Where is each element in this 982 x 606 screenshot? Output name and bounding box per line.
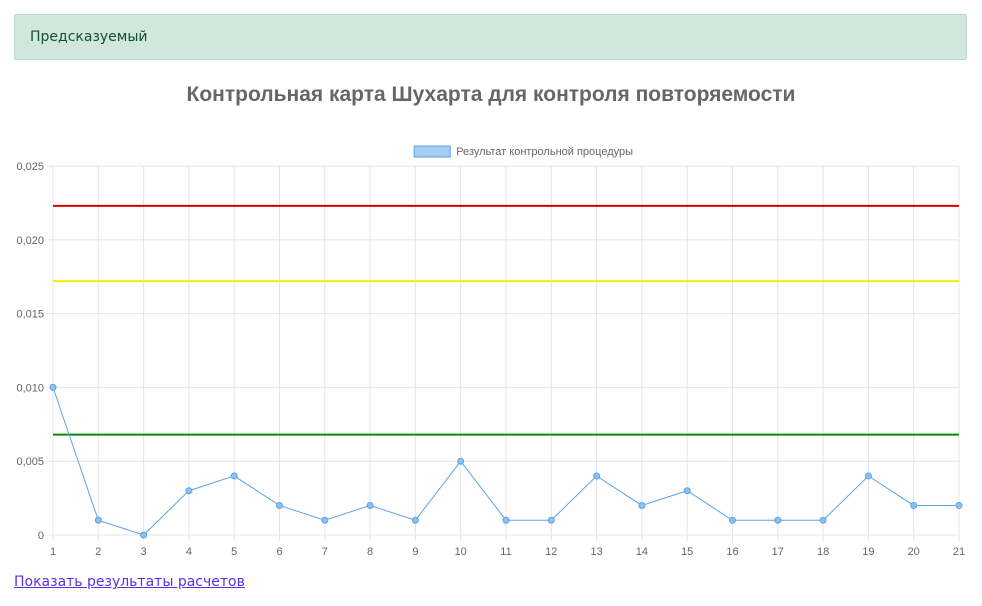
y-tick-label: 0,025 bbox=[16, 161, 44, 173]
x-tick-label: 4 bbox=[186, 546, 192, 558]
data-point bbox=[94, 516, 102, 524]
data-point bbox=[774, 516, 782, 524]
show-results-link[interactable]: Показать результаты расчетов bbox=[14, 574, 245, 590]
x-tick-label: 16 bbox=[726, 546, 738, 558]
y-tick-label: 0,020 bbox=[16, 235, 44, 247]
y-tick-label: 0,015 bbox=[16, 309, 44, 321]
x-tick-label: 2 bbox=[95, 546, 101, 558]
x-tick-label: 20 bbox=[908, 546, 920, 558]
x-tick-label: 3 bbox=[141, 546, 147, 558]
data-point bbox=[638, 501, 646, 509]
data-point bbox=[49, 383, 57, 391]
x-tick-label: 21 bbox=[953, 546, 965, 558]
x-tick-label: 12 bbox=[545, 546, 557, 558]
data-point bbox=[547, 516, 555, 524]
status-alert: Предсказуемый bbox=[14, 14, 967, 60]
data-point bbox=[593, 472, 601, 480]
data-point bbox=[729, 516, 736, 524]
x-tick-label: 13 bbox=[590, 546, 602, 558]
x-tick-label: 17 bbox=[772, 546, 784, 558]
x-tick-label: 19 bbox=[862, 546, 874, 558]
data-point bbox=[366, 501, 374, 509]
x-tick-label: 15 bbox=[681, 546, 693, 558]
x-tick-label: 5 bbox=[231, 546, 237, 558]
x-tick-label: 1 bbox=[50, 546, 56, 558]
y-tick-label: 0 bbox=[38, 530, 44, 542]
x-tick-label: 8 bbox=[367, 546, 373, 558]
x-tick-label: 11 bbox=[500, 546, 511, 558]
x-tick-label: 9 bbox=[412, 546, 418, 558]
x-tick-label: 10 bbox=[455, 546, 467, 558]
data-point bbox=[864, 472, 872, 480]
data-point bbox=[276, 501, 283, 509]
data-point bbox=[955, 501, 963, 509]
data-point bbox=[457, 457, 465, 465]
x-tick-label: 14 bbox=[636, 546, 648, 558]
data-point bbox=[683, 487, 691, 495]
chart-title: Контрольная карта Шухарта для контроля п… bbox=[186, 83, 796, 106]
data-point bbox=[502, 516, 510, 524]
y-tick-label: 0,010 bbox=[16, 382, 44, 394]
data-point bbox=[230, 472, 238, 480]
data-point bbox=[411, 516, 419, 524]
data-point bbox=[910, 501, 918, 509]
x-tick-label: 7 bbox=[322, 546, 328, 558]
legend-label: Результат контрольной процедуры bbox=[456, 146, 633, 158]
data-point bbox=[819, 516, 827, 524]
x-tick-label: 6 bbox=[276, 546, 282, 558]
x-tick-label: 18 bbox=[817, 546, 829, 558]
y-tick-label: 0,005 bbox=[16, 456, 44, 468]
data-point bbox=[185, 487, 193, 495]
data-point bbox=[140, 531, 148, 539]
legend-swatch bbox=[413, 145, 451, 158]
data-point bbox=[321, 516, 329, 524]
